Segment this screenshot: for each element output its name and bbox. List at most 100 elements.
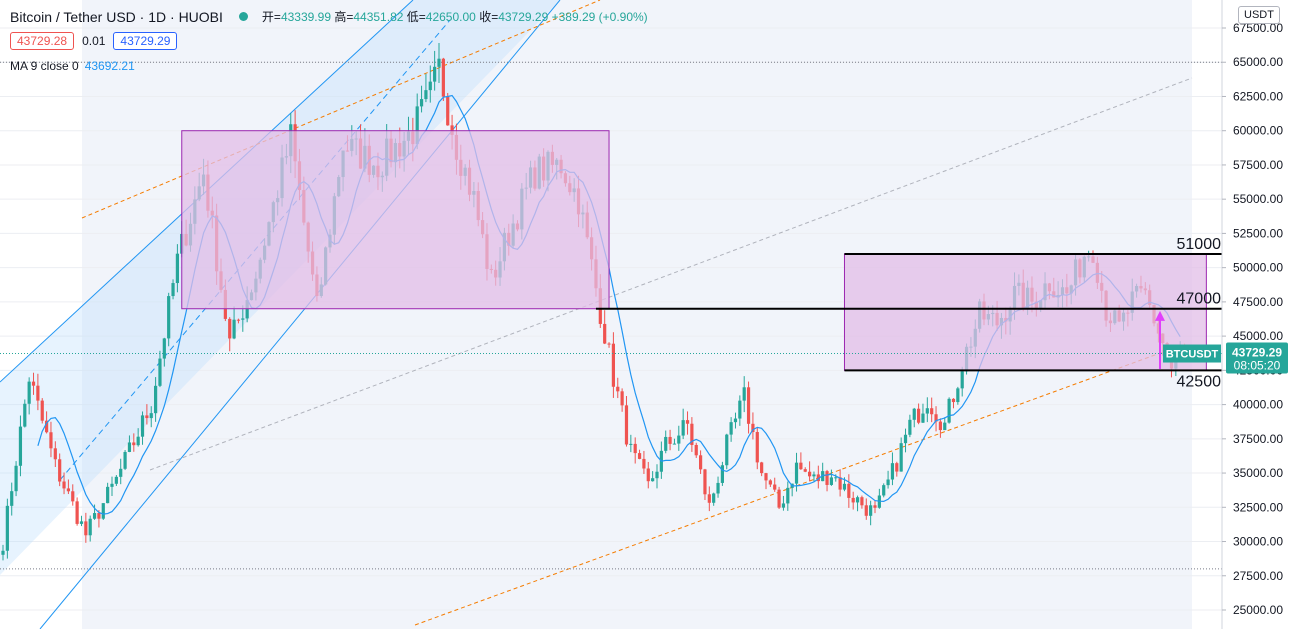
candle-body: [154, 385, 158, 414]
symbol-title[interactable]: Bitcoin / Tether USD · 1D · HUOBI: [10, 8, 223, 25]
candle-body: [23, 403, 27, 427]
candle-body: [851, 497, 855, 503]
candle-body: [66, 488, 70, 492]
candle-body: [690, 423, 694, 445]
candle-body: [751, 423, 755, 433]
candle-body: [821, 471, 825, 482]
candle-body: [664, 436, 668, 451]
level-label: 47000: [1177, 291, 1222, 308]
candle-body: [127, 442, 132, 452]
candle-body: [428, 81, 432, 91]
candle-body: [611, 343, 615, 387]
candle-body: [97, 513, 101, 519]
symbol-tag: [1163, 344, 1221, 363]
candle-body: [415, 106, 419, 145]
candle-body: [241, 318, 245, 320]
candle-body: [149, 413, 153, 419]
sell-button[interactable]: 43729.28: [10, 32, 75, 50]
candle-body: [175, 253, 179, 284]
buy-button[interactable]: 43729.29: [113, 32, 178, 50]
candle-body: [908, 419, 912, 435]
candle-body: [890, 463, 895, 480]
candle-body: [31, 381, 36, 386]
channel-lower-line: [39, 0, 561, 630]
price-tick-label: 27500.00: [1233, 569, 1283, 583]
price-tick-label: 55000.00: [1233, 192, 1283, 206]
upper-trend-line: [81, 0, 601, 219]
open-value: 43339.99: [280, 10, 331, 24]
candle-body: [755, 432, 759, 463]
candle-body: [433, 66, 437, 82]
candle-body: [36, 385, 40, 401]
price-tick-label: 37500.00: [1233, 432, 1283, 446]
price-tick-label: 45000.00: [1233, 329, 1283, 343]
level-label: 51000: [1177, 236, 1222, 253]
candle-body: [768, 480, 772, 485]
candle-body: [733, 418, 738, 423]
candle-body: [607, 343, 611, 345]
price-tick-label: 35000.00: [1233, 466, 1283, 480]
currency-button[interactable]: USDT: [1238, 6, 1280, 24]
candle-body: [45, 420, 49, 433]
candle-body: [58, 459, 62, 482]
candle-body: [694, 444, 698, 456]
candle-body: [917, 408, 921, 423]
candle-body: [794, 462, 799, 484]
candle-body: [110, 483, 114, 487]
candle-body: [803, 469, 807, 472]
candle-body: [71, 491, 75, 502]
candle-body: [441, 58, 445, 97]
candle-body: [699, 455, 703, 470]
price-tick-label: 32500.00: [1233, 500, 1283, 514]
candle-body: [938, 421, 942, 431]
candle-body: [912, 408, 916, 420]
candle-body: [681, 420, 685, 436]
low-label: 低=: [406, 10, 426, 24]
candle-body: [707, 494, 711, 503]
lower-trend-line: [414, 343, 1186, 626]
candle-body: [53, 448, 57, 460]
candle-body: [834, 477, 838, 479]
price-tick-label: 25000.00: [1233, 603, 1283, 617]
ma-indicator-value: 43692.21: [84, 59, 135, 73]
candle-body: [84, 521, 88, 536]
candle-body: [934, 414, 938, 422]
ma-indicator-legend[interactable]: MA 9 close 0 43692.21: [10, 59, 648, 73]
candle-body: [603, 323, 607, 344]
candle-body: [764, 473, 768, 481]
level-label: 42500: [1177, 373, 1222, 390]
symbol-tag-label: BTCUSDT: [1166, 349, 1219, 361]
candle-body: [777, 489, 781, 508]
candle-body: [738, 400, 742, 419]
candle-body: [773, 484, 777, 490]
candle-body: [786, 487, 790, 504]
candle-body: [236, 319, 241, 321]
candle-body: [624, 405, 629, 445]
price-tick-label: 50000.00: [1233, 261, 1283, 275]
market-status-icon: [238, 12, 248, 21]
candle-body: [729, 422, 733, 435]
candle-body: [882, 485, 886, 496]
mid-trend-line: [149, 77, 1193, 471]
price-tick-label: 62500.00: [1233, 89, 1283, 103]
ma-indicator-label: MA 9 close 0: [10, 59, 79, 73]
candle-body: [446, 96, 450, 126]
candle-body: [943, 422, 947, 431]
candle-body: [119, 468, 123, 477]
high-value: 44351.82: [353, 10, 404, 24]
candle-body: [899, 443, 903, 472]
candle-body: [62, 481, 66, 489]
candle-body: [925, 408, 929, 414]
candle-body: [808, 471, 812, 477]
last-price-tag: [1226, 342, 1288, 374]
candle-body: [620, 391, 624, 406]
candle-body: [930, 408, 934, 415]
candle-body: [760, 462, 764, 474]
candle-body: [1, 550, 5, 555]
candle-body: [637, 453, 642, 459]
candle-body: [672, 443, 677, 445]
candle-body: [123, 451, 127, 469]
candle-body: [716, 482, 720, 494]
